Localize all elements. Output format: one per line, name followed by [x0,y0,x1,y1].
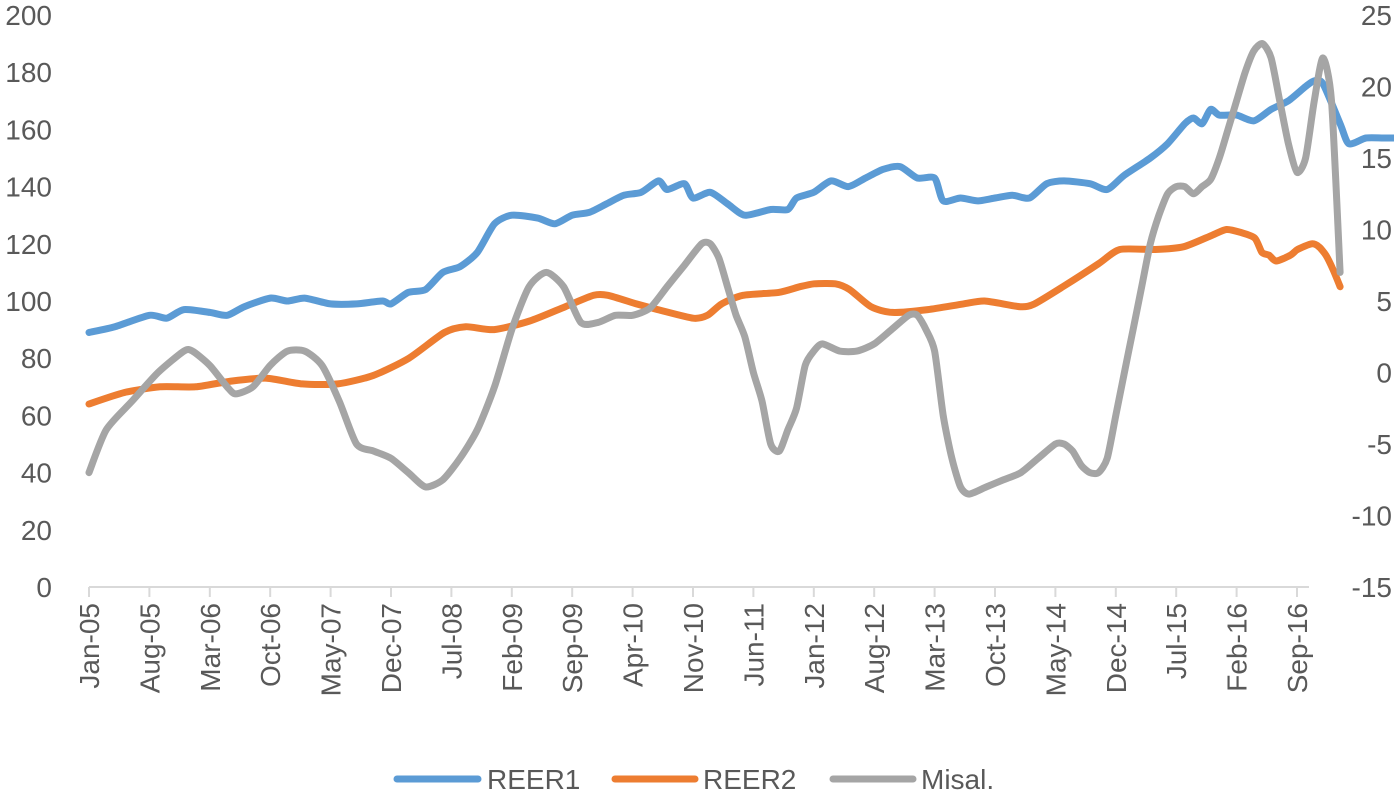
x-tick-label: Sep-09 [557,603,588,693]
x-tick-label: Nov-10 [678,603,709,693]
series-lines [85,40,1394,498]
x-tick-label: Feb-09 [497,603,528,692]
x-tick-label: Jan-12 [799,603,830,689]
y-right-tick-label: -10 [1352,501,1392,532]
x-tick-label: Jul-08 [436,603,467,679]
y-right-tick-label: 25 [1361,0,1392,31]
x-tick-label: Mar-13 [920,603,951,692]
y-right-tick-label: -15 [1352,572,1392,603]
y-left-tick-label: 160 [5,114,52,145]
legend-label-misal: Misal. [921,764,994,794]
x-tick-label: Feb-16 [1222,603,1253,692]
legend-label-reer2: REER2 [703,764,796,794]
y-left-tick-label: 80 [21,343,52,374]
y-left-tick-label: 100 [5,286,52,317]
x-tick-label: Aug-12 [859,603,890,693]
series-line-misal [85,40,1344,498]
y-left-tick-label: 0 [36,572,52,603]
x-tick-label: Apr-10 [618,603,649,687]
legend: REER1 REER2 Misal. [393,764,994,794]
legend-label-reer1: REER1 [487,764,580,794]
x-tick-label: May-07 [316,603,347,696]
y-left-tick-label: 180 [5,57,52,88]
y-left-tick-label: 20 [21,515,52,546]
x-tick-label: Oct-06 [255,603,286,687]
x-tick-label: Aug-05 [134,603,165,693]
x-tick-label: Jul-15 [1161,603,1192,679]
series-line-reer1 [85,76,1394,336]
y-left-tick-label: 200 [5,0,52,31]
y-left-tick-label: 120 [5,229,52,260]
x-tick-label: Mar-06 [195,603,226,692]
y-right-tick-label: 15 [1361,143,1392,174]
x-tick-label: Jan-05 [74,603,105,689]
y-left-tick-label: 140 [5,172,52,203]
x-tick-label: May-14 [1040,603,1071,696]
y-left-tick-label: 60 [21,400,52,431]
series-line-reer2 [85,225,1344,408]
y-right-tick-label: -5 [1367,429,1392,460]
x-tick-label: Oct-13 [980,603,1011,687]
y-right-tick-label: 10 [1361,215,1392,246]
y-right-tick-label: 5 [1376,286,1392,317]
y-right-tick-label: 20 [1361,72,1392,103]
y-left-tick-label: 40 [21,458,52,489]
axes: Jan-05 Aug-05 Mar-06 Oct-06 May-07 Dec-07 Jul-… [5,0,1392,696]
x-tick-label: Jun-11 [738,603,769,687]
x-tick-label: Dec-07 [376,603,407,693]
y-right-tick-label: 0 [1376,358,1392,389]
x-tick-label: Sep-16 [1282,603,1313,693]
x-tick-label: Dec-14 [1101,603,1132,693]
